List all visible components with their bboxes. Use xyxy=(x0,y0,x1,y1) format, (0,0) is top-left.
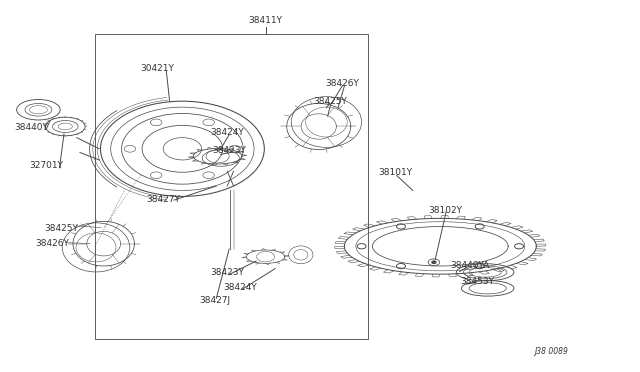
Text: 30421Y: 30421Y xyxy=(140,64,173,73)
Text: 38423Y: 38423Y xyxy=(212,146,246,155)
Text: 38102Y: 38102Y xyxy=(428,206,462,215)
Text: 38453Y: 38453Y xyxy=(460,278,494,286)
Text: 38425Y: 38425Y xyxy=(314,97,347,106)
Text: 38411Y: 38411Y xyxy=(248,16,283,25)
Circle shape xyxy=(432,261,436,263)
Text: 38425Y: 38425Y xyxy=(44,224,77,233)
Text: 38440YA: 38440YA xyxy=(451,262,490,270)
Text: 38426Y: 38426Y xyxy=(36,239,69,248)
Text: 38424Y: 38424Y xyxy=(223,283,257,292)
Text: 38426Y: 38426Y xyxy=(326,79,359,88)
Text: 38427J: 38427J xyxy=(199,296,230,305)
Text: 38424Y: 38424Y xyxy=(211,128,244,137)
Bar xyxy=(95,34,368,339)
Text: 38101Y: 38101Y xyxy=(378,169,413,177)
Text: 38423Y: 38423Y xyxy=(211,268,244,277)
Text: 32701Y: 32701Y xyxy=(29,161,63,170)
Text: 38440Y: 38440Y xyxy=(14,123,47,132)
Text: 38427Y: 38427Y xyxy=(147,195,180,203)
Text: J38 0089: J38 0089 xyxy=(535,347,568,356)
